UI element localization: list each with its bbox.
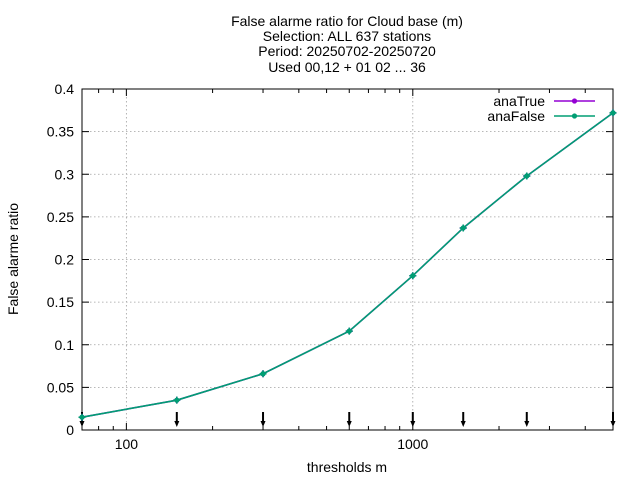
y-tick-label: 0.35 (47, 124, 74, 140)
y-tick-label: 0 (66, 422, 74, 438)
y-tick-label: 0.1 (55, 337, 75, 353)
y-tick-label: 0.2 (55, 252, 75, 268)
threshold-mark-arrowhead (346, 421, 352, 427)
chart-title-line-1: False alarme ratio for Cloud base (m) (231, 13, 463, 29)
y-tick-label: 0.15 (47, 294, 74, 310)
threshold-mark-arrowhead (174, 421, 180, 427)
y-tick-label: 0.25 (47, 209, 74, 225)
plot-frame (81, 88, 614, 431)
threshold-mark-arrowhead (524, 421, 530, 427)
y-tick-label: 0.05 (47, 379, 74, 395)
x-axis-label: thresholds m (307, 459, 387, 475)
threshold-mark-arrowhead (460, 421, 466, 427)
series-point-dot-anaFalse (460, 225, 466, 231)
x-tick-label: 100 (115, 436, 139, 452)
legend-marker-anaFalse (571, 113, 578, 119)
chart-title-line-4: Used 00,12 + 01 02 ... 36 (268, 59, 426, 75)
series-point-dot-anaFalse (610, 110, 616, 116)
series-line-anaTrue (81, 112, 614, 418)
legend-label-anaFalse: anaFalse (487, 108, 545, 124)
series-point-dot-anaFalse (260, 371, 266, 377)
y-tick-label: 0.3 (55, 166, 75, 182)
axes-layer: 0 0.05 0.1 0.15 0.2 0.25 0.3 0.35 0.4 100 1000 (47, 81, 614, 452)
series-point-dot-anaFalse (524, 173, 530, 179)
threshold-mark-arrowhead (260, 421, 266, 427)
chart-title-line-2: Selection: ALL 637 stations (263, 28, 431, 44)
chart-title-line-3: Period: 20250702-20250720 (258, 43, 436, 59)
grid-layer (82, 89, 613, 430)
series-line-anaFalse (81, 112, 614, 418)
series-point-dot-anaFalse (346, 328, 352, 334)
series-point-dot-anaFalse (410, 273, 416, 279)
threshold-mark-arrowhead (410, 421, 416, 427)
x-tick-label: 1000 (397, 436, 428, 452)
y-tick-label: 0.4 (55, 81, 75, 97)
series-point-dot-anaFalse (174, 397, 180, 403)
y-axis-label: False alarme ratio (5, 203, 21, 315)
legend-marker-anaTrue (571, 98, 578, 104)
series-layer (78, 109, 617, 427)
threshold-mark-arrowhead (610, 421, 616, 427)
series-point-dot-anaFalse (79, 414, 85, 420)
threshold-mark-arrowhead (79, 421, 85, 427)
legend-label-anaTrue: anaTrue (493, 93, 545, 109)
